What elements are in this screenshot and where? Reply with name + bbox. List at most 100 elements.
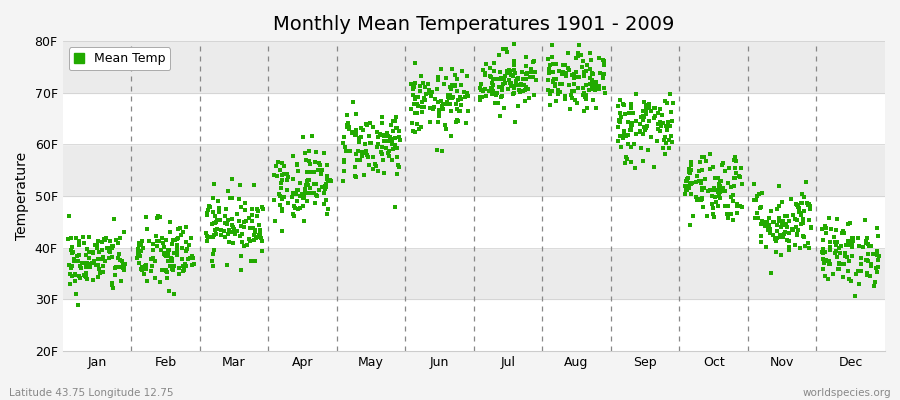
Point [774,234,788,241]
Point [660,126,674,133]
Point [79,260,94,266]
Point [750,192,764,199]
Point [91,238,105,244]
Point [157,240,171,246]
Point [775,198,789,205]
Point [436,101,451,108]
Point [476,66,491,73]
Point [516,88,530,94]
Point [616,131,631,137]
Point [763,208,778,214]
Point [542,66,556,72]
Point [289,190,303,197]
Point [519,54,534,60]
Point [718,203,733,209]
Point [522,95,536,102]
Point [639,125,653,132]
Point [492,113,507,120]
Point [366,124,381,131]
Point [416,80,430,87]
Point [712,195,726,201]
Point [512,87,526,93]
Point [77,273,92,280]
Point [815,266,830,272]
Point [292,204,307,211]
Point [362,162,376,168]
Point [131,252,146,258]
Point [707,194,722,201]
Point [77,260,92,267]
Point [852,281,867,287]
Point [212,217,227,223]
Point [653,105,668,112]
Point [712,192,726,199]
Point [716,162,730,169]
Point [842,238,856,244]
Point [679,178,693,184]
Point [694,197,708,204]
Point [814,226,829,233]
Point [569,55,583,61]
Point [109,236,123,243]
Point [336,178,350,184]
Point [289,187,303,193]
Point [789,232,804,238]
Point [685,180,699,186]
Point [831,266,845,272]
Point [446,94,460,100]
Point [754,190,769,196]
Point [637,124,652,130]
Point [753,204,768,210]
Point [770,235,784,241]
Point [409,60,423,66]
Point [838,250,852,256]
Point [71,302,86,308]
Point [64,235,78,241]
Point [655,120,670,126]
Point [408,110,422,117]
Point [498,80,512,86]
Point [308,159,322,166]
Point [176,245,190,251]
Point [167,237,182,243]
Point [613,110,627,116]
Point [435,103,449,110]
Point [769,238,783,244]
Point [80,245,94,252]
Point [228,229,242,235]
Point [490,76,504,82]
Point [706,164,720,170]
Point [266,172,281,178]
Point [700,188,715,194]
Point [684,181,698,187]
Point [684,166,698,173]
Point [137,270,151,277]
Point [371,167,385,174]
Point [633,121,647,127]
Point [407,101,421,107]
Point [382,134,397,140]
Point [620,132,634,138]
Point [801,240,815,246]
Point [103,249,117,256]
Point [441,93,455,100]
Point [503,80,517,86]
Point [348,151,363,157]
Point [255,238,269,244]
Point [660,100,674,106]
Point [274,177,289,183]
Point [234,204,248,210]
Bar [62,300,885,351]
Point [433,66,447,72]
Point [802,217,816,224]
Point [248,258,262,264]
Point [841,221,855,228]
Point [320,178,335,184]
Point [572,52,586,59]
Point [752,191,766,197]
Point [612,118,626,124]
Point [849,271,863,278]
Point [493,76,508,82]
Point [724,194,738,200]
Point [658,134,672,140]
